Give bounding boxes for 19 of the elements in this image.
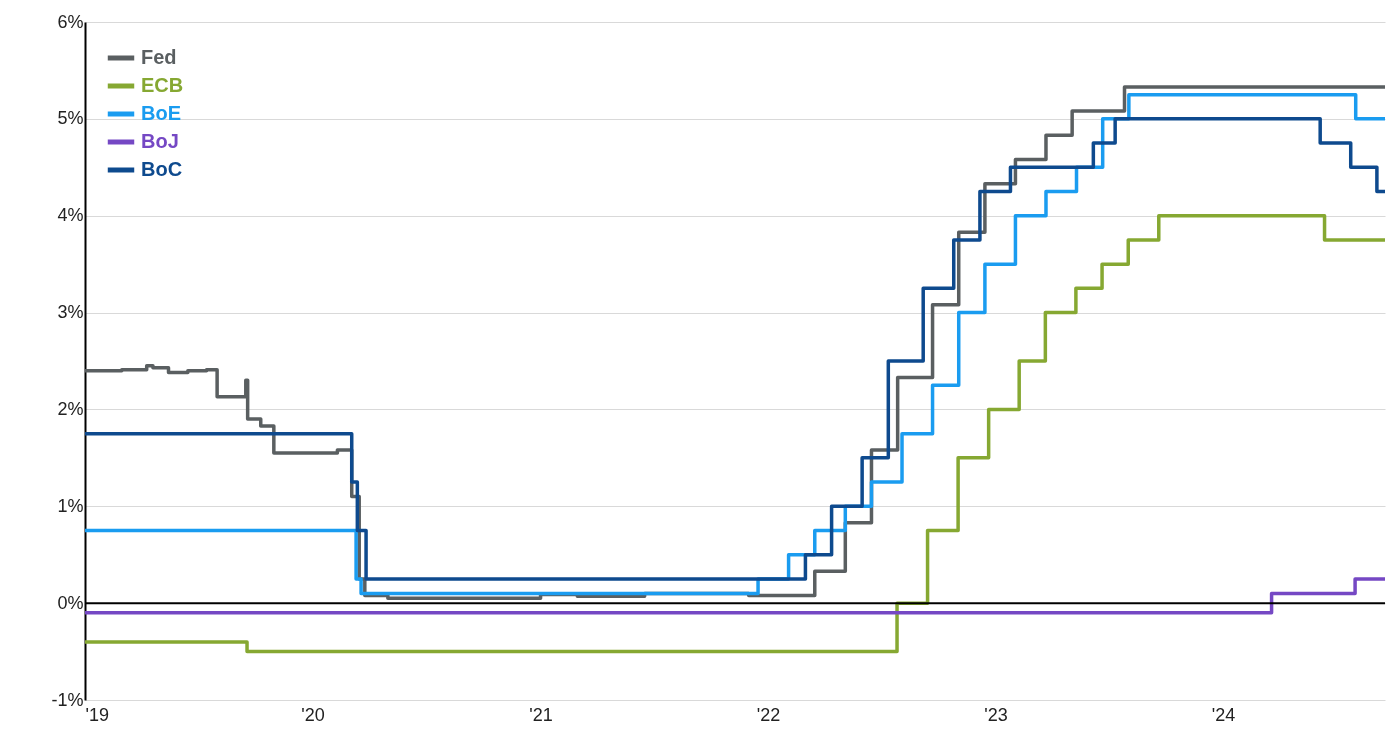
x-tick-label: '21 [529,704,553,725]
x-tick-label: '23 [984,704,1008,725]
x-tick-label: '22 [756,704,781,725]
x-tick-label: '19 [85,704,109,725]
y-tick-label: 4% [57,205,84,226]
y-tick-label: 0% [57,592,84,613]
y-tick-label: 2% [57,398,84,419]
legend-label: BoJ [141,130,179,152]
x-tick-label: '20 [301,704,325,725]
x-tick-label: '24 [1211,704,1236,725]
y-tick-label: -1% [51,689,84,710]
legend-label: Fed [141,46,177,68]
y-tick-label: 6% [57,11,84,32]
legend-label: ECB [141,74,184,96]
y-tick-label: 3% [57,302,84,323]
legend-label: BoC [141,158,183,180]
y-tick-label: 1% [57,495,84,516]
legend-label: BoE [141,102,181,124]
y-tick-label: 5% [57,108,84,129]
